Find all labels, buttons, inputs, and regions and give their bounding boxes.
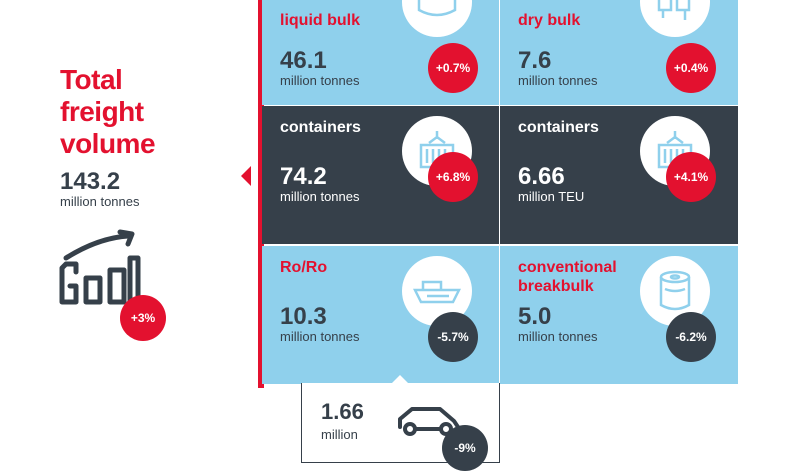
tile-value: 5.0 <box>518 303 552 330</box>
tile-value: 46.1 <box>280 47 327 74</box>
tile-unit: million tonnes <box>280 329 360 344</box>
tile-unit: million tonnes <box>280 189 360 204</box>
tile-conventional-breakbulk: conventional breakbulk 5.0 million tonne… <box>500 246 738 384</box>
total-freight-unit: million tonnes <box>60 194 140 209</box>
tile-change-badge: +0.4% <box>666 43 716 93</box>
cars-value: 1.66 <box>321 399 364 424</box>
tile-unit: million tonnes <box>518 73 598 88</box>
ship-icon <box>413 280 461 304</box>
cars-change-badge: -9% <box>442 425 488 471</box>
tile-separator <box>499 0 500 384</box>
tile-containers-teu: containers 6.66 million TEU +4.1% <box>500 106 738 244</box>
tile-label: Ro/Ro <box>280 259 328 276</box>
tile-liquid-bulk: liquid bulk 46.1 million tonnes +0.7% <box>262 0 500 105</box>
connector-pointer <box>241 166 251 186</box>
total-freight-value: 143.2 <box>60 168 121 195</box>
tile-label: liquid bulk <box>280 12 360 29</box>
tile-dry-bulk: dry bulk 7.6 million tonnes +0.4% <box>500 0 738 105</box>
total-change-badge: +3% <box>120 295 166 341</box>
connector-rail <box>258 0 264 388</box>
tile-change-badge: +0.7% <box>428 43 478 93</box>
tile-label: dry bulk <box>518 12 581 29</box>
tile-label: containers <box>280 119 361 136</box>
tile-change-badge: -6.2% <box>666 312 716 362</box>
tile-change-badge: +4.1% <box>666 152 716 202</box>
total-freight-title: Total freight volume <box>60 64 156 159</box>
tile-unit: million tonnes <box>518 329 598 344</box>
tile-change-badge: -5.7% <box>428 312 478 362</box>
paper-roll-icon <box>659 270 691 311</box>
icon-circle <box>402 0 472 37</box>
icon-circle <box>640 0 710 37</box>
tile-label: containers <box>518 119 599 136</box>
tile-roro: Ro/Ro 10.3 million tonnes -5.7% <box>262 246 500 384</box>
tile-value: 10.3 <box>280 303 327 330</box>
tile-unit: million TEU <box>518 189 585 204</box>
tile-label: conventional breakbulk <box>518 259 617 295</box>
tile-notch <box>392 375 408 383</box>
tile-value: 74.2 <box>280 163 327 190</box>
tile-value: 6.66 <box>518 163 565 190</box>
silo-icon <box>657 0 691 20</box>
tile-change-badge: +6.8% <box>428 152 478 202</box>
tile-cars: 1.66 million -9% <box>301 383 500 471</box>
tile-containers-tonnes: containers 74.2 million tonnes +6.8% <box>262 106 500 244</box>
tile-value: 7.6 <box>518 47 552 74</box>
tank-icon <box>417 0 457 17</box>
cars-unit: million <box>321 427 358 442</box>
tile-unit: million tonnes <box>280 73 360 88</box>
